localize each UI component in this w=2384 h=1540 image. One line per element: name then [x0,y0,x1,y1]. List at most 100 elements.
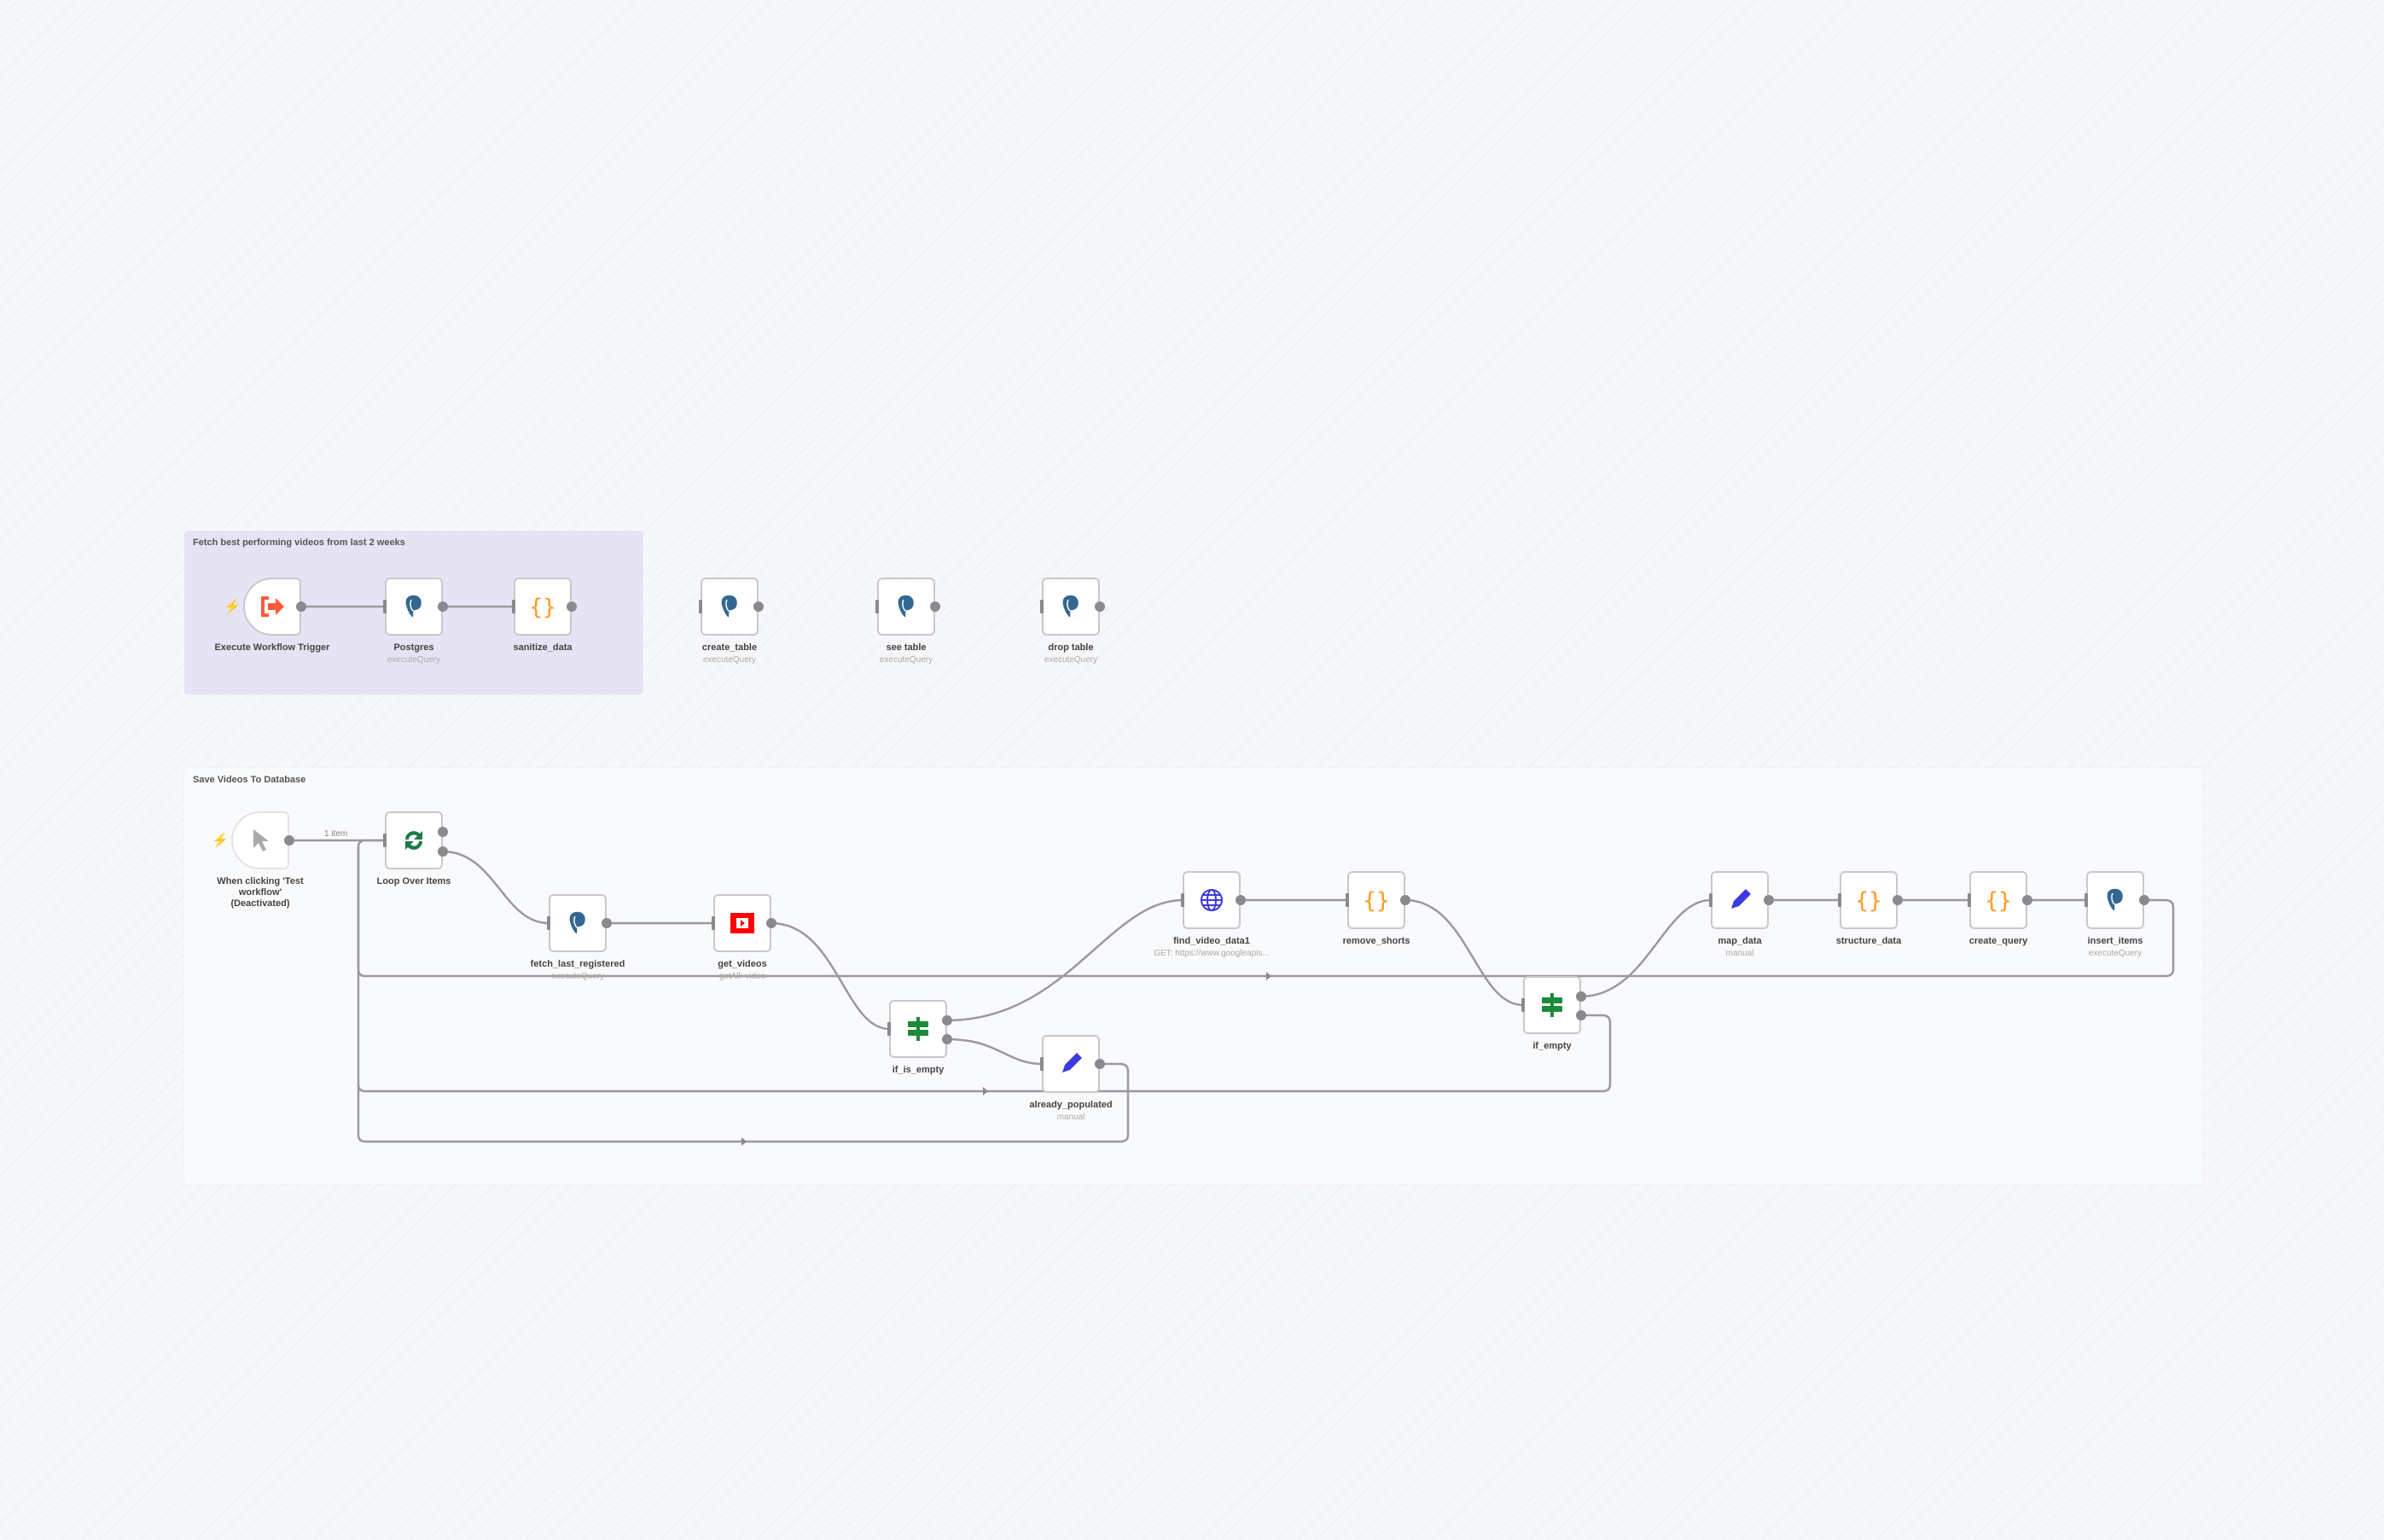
node-insert-items[interactable] [2086,871,2144,929]
node-create-table[interactable] [701,578,759,636]
node-label: sanitize_data [513,642,573,653]
node-get-videos[interactable] [713,894,771,952]
pencil-icon [1058,1051,1084,1077]
node-subtitle: executeQuery [702,655,757,665]
output-handle[interactable] [1236,895,1246,905]
node-if-empty[interactable] [1523,976,1581,1034]
output-handle[interactable] [1764,895,1774,905]
input-handle[interactable] [699,600,702,613]
input-handle[interactable] [2085,893,2088,907]
postgres-icon [893,593,919,620]
node-fetch-last-registered[interactable] [549,894,607,952]
node-loop[interactable] [385,811,443,869]
group-title: Save Videos To Database [193,775,306,785]
output-handle[interactable] [753,601,764,612]
output-handle[interactable] [438,601,448,612]
trigger-bolt-icon: ⚡ [224,600,241,614]
node-subtitle: GET: https://www.googleapis... [1154,949,1270,958]
node-label: if_is_empty [892,1065,945,1075]
node-subtitle: executeQuery [2088,949,2143,958]
node-label: see table [886,642,927,653]
output-handle[interactable] [930,601,940,612]
workflow-trigger-icon [259,595,286,619]
input-handle[interactable] [383,600,387,613]
node-map-data[interactable] [1711,871,1769,929]
globe-icon [1199,887,1224,913]
node-subtitle: manual [1725,949,1754,958]
output-handle-false[interactable] [942,1034,952,1044]
output-handle[interactable] [296,601,306,612]
group-title: Fetch best performing videos from last 2… [193,538,405,548]
input-handle[interactable] [1521,998,1525,1012]
node-drop-table[interactable] [1042,578,1100,636]
input-handle[interactable] [1838,893,1841,907]
output-handle[interactable] [766,918,776,928]
input-handle[interactable] [383,834,387,847]
node-postgres[interactable] [385,578,443,636]
node-label: create_query [1968,936,2028,946]
input-handle[interactable] [547,916,550,930]
code-icon: {} [1984,887,2013,913]
svg-text:{}: {} [1855,888,1881,913]
input-handle[interactable] [875,600,879,613]
code-icon: {} [528,594,557,619]
input-handle[interactable] [1181,893,1184,907]
output-handle[interactable] [1893,895,1903,905]
node-subtitle: manual [1056,1113,1085,1122]
output-handle-true[interactable] [1576,991,1586,1002]
svg-text:{}: {} [1363,888,1389,913]
node-label: find_video_data1 [1173,936,1250,946]
input-handle[interactable] [1346,893,1349,907]
input-handle[interactable] [712,916,715,930]
node-structure-data[interactable]: {} [1840,871,1898,929]
output-handle[interactable] [1095,601,1105,612]
node-subtitle: executeQuery [387,655,441,665]
node-sanitize-data[interactable]: {} [514,578,572,636]
node-find-video-data1[interactable] [1183,871,1241,929]
edge [442,850,549,925]
node-label: fetch_last_registered [530,959,625,969]
node-manual-trigger[interactable] [231,811,289,869]
edge [946,898,1183,1022]
node-already-populated[interactable] [1042,1035,1100,1093]
edge-loop-back [357,847,1130,1143]
node-create-query[interactable]: {} [1969,871,2027,929]
output-handle-false[interactable] [1576,1010,1586,1020]
output-handle[interactable] [602,918,612,928]
node-exec-trigger[interactable] [243,578,301,636]
output-handle[interactable] [2139,895,2149,905]
output-handle[interactable] [1095,1059,1105,1069]
node-label: insert_items [2087,936,2143,946]
input-handle[interactable] [1040,1057,1044,1071]
node-label: When clicking 'Test workflow' (Deactivat… [217,876,304,909]
node-remove-shorts[interactable]: {} [1347,871,1405,929]
input-handle[interactable] [512,600,515,613]
output-handle-done[interactable] [438,827,448,837]
youtube-icon [730,912,755,934]
svg-text:{}: {} [529,595,555,619]
node-subtitle: executeQuery [879,655,933,665]
output-handle-true[interactable] [942,1015,952,1026]
node-label: Postgres [393,642,434,653]
node-label: already_populated [1029,1100,1113,1110]
output-handle[interactable] [2022,895,2032,905]
input-handle[interactable] [1709,893,1712,907]
trigger-bolt-icon: ⚡ [212,834,229,848]
edge-loop-back [357,1014,1612,1093]
output-handle-loop[interactable] [438,846,448,857]
pencil-icon [1727,887,1753,913]
node-subtitle: executeQuery [1044,655,1098,665]
node-if-is-empty[interactable] [889,1000,947,1058]
node-label: structure_data [1835,936,1902,946]
output-handle[interactable] [567,601,577,612]
output-handle[interactable] [284,835,294,846]
input-handle[interactable] [887,1022,891,1036]
input-handle[interactable] [1040,600,1044,613]
output-handle[interactable] [1400,895,1410,905]
node-label: create_table [701,642,758,653]
node-see-table[interactable] [877,578,935,636]
code-icon: {} [1362,887,1391,913]
svg-text:{}: {} [1985,888,2011,913]
input-handle[interactable] [1968,893,1971,907]
